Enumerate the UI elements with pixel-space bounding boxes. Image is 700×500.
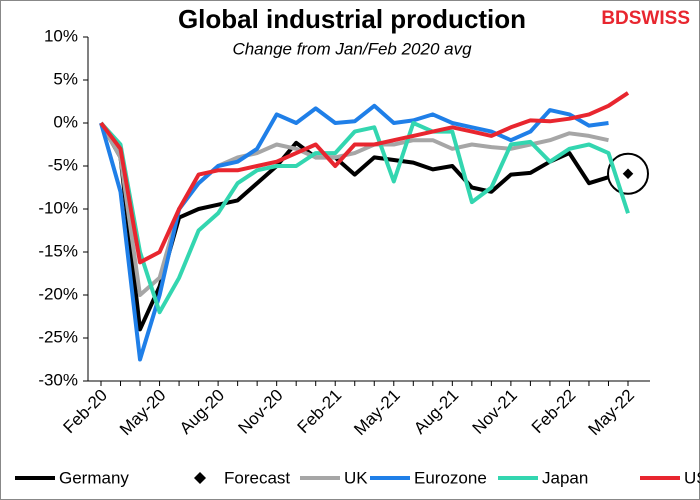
y-tick-label: -15% xyxy=(38,241,78,260)
series-line xyxy=(99,91,630,265)
y-tick-label: 0% xyxy=(53,112,78,131)
legend-label: Germany xyxy=(59,468,129,487)
chart-title: Global industrial production xyxy=(178,4,526,34)
chart-subtitle: Change from Jan/Feb 2020 avg xyxy=(232,39,472,58)
y-tick-label: -5% xyxy=(48,155,78,174)
annotation-circle xyxy=(607,152,649,195)
series-line xyxy=(99,122,610,332)
y-tick-label: 5% xyxy=(53,69,78,88)
legend-label: UK xyxy=(344,468,368,487)
series-line xyxy=(99,121,630,315)
y-tick-label: -20% xyxy=(38,284,78,303)
forecast-point xyxy=(621,167,635,181)
y-tick-label: -10% xyxy=(38,198,78,217)
y-tick-label: -25% xyxy=(38,327,78,346)
y-tick-label: -30% xyxy=(38,370,78,389)
legend-label: Forecast xyxy=(224,468,290,487)
legend-label: Japan xyxy=(542,468,588,487)
y-tick-label: 10% xyxy=(44,26,78,45)
legend-label: Eurozone xyxy=(414,468,487,487)
brand: BDSWISS xyxy=(601,8,690,29)
legend-label: US xyxy=(684,468,700,487)
legend-marker xyxy=(194,472,206,484)
